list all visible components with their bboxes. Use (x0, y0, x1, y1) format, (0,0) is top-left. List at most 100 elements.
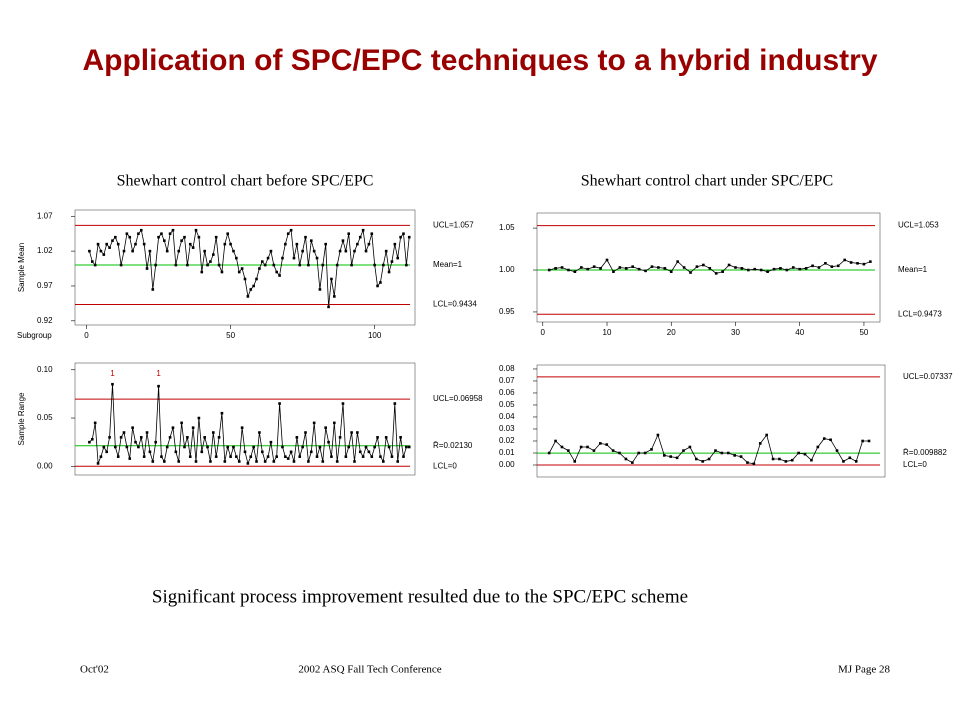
data-point (151, 288, 155, 291)
data-point (358, 235, 362, 239)
data-point (284, 455, 287, 458)
data-point (560, 445, 564, 449)
data-point (122, 249, 126, 253)
data-point (347, 232, 351, 235)
data-point (656, 433, 660, 437)
data-point (260, 260, 264, 263)
data-point (206, 445, 209, 449)
data-point (407, 445, 411, 449)
data-point (347, 445, 351, 449)
data-point (714, 272, 718, 275)
data-point (573, 270, 577, 273)
y-tick-label: 0.95 (499, 307, 515, 316)
data-point (255, 460, 258, 463)
data-point (160, 455, 163, 458)
data-point (240, 267, 244, 270)
data-point (727, 263, 731, 267)
data-point (105, 450, 108, 454)
data-point (364, 445, 368, 449)
data-point (611, 449, 615, 452)
control-limit-label: LCL=0 (433, 461, 457, 470)
data-point (675, 456, 679, 460)
data-point (384, 436, 388, 439)
data-point (330, 277, 333, 281)
data-point (114, 445, 117, 449)
data-point (771, 457, 775, 461)
data-point (197, 416, 201, 420)
data-point (707, 457, 711, 461)
data-point (168, 436, 172, 439)
data-point (327, 305, 330, 309)
footer-right: MJ Page 28 (838, 664, 890, 676)
data-point (246, 462, 250, 465)
data-point (612, 270, 615, 273)
out-of-control-flag: 1 (156, 369, 161, 378)
data-point (318, 445, 322, 449)
data-point (137, 445, 140, 449)
y-tick-label: 1.05 (499, 223, 515, 232)
data-point (790, 458, 794, 462)
data-point (734, 266, 737, 269)
control-limit-label: UCL=0.07337 (903, 372, 953, 381)
control-limit-label: Mean=1 (433, 260, 463, 269)
data-point (382, 460, 385, 463)
data-point (258, 431, 261, 434)
data-point (243, 277, 247, 281)
data-point (232, 445, 235, 449)
data-point (733, 454, 736, 457)
data-point (399, 235, 402, 239)
data-point (356, 431, 359, 434)
data-point (631, 461, 634, 464)
data-point (151, 460, 155, 463)
data-point (765, 433, 768, 437)
data-point (174, 450, 178, 454)
data-point (88, 440, 91, 444)
data-point (119, 436, 123, 439)
data-point (350, 263, 353, 267)
data-point (223, 242, 227, 246)
plot-frame (536, 364, 886, 478)
y-tick-label: 1.02 (37, 246, 53, 255)
data-point (367, 450, 371, 454)
data-point (102, 253, 106, 256)
data-point (650, 265, 654, 268)
data-point (177, 249, 181, 253)
data-point (168, 232, 172, 235)
data-point (695, 265, 699, 268)
control-limit-label: R̄=0.02130 (433, 441, 473, 450)
data-point (102, 445, 106, 449)
data-point (275, 455, 278, 458)
data-point (624, 267, 628, 270)
slide-title: Application of SPC/EPC techniques to a h… (82, 44, 877, 77)
data-point (301, 249, 304, 253)
data-point (180, 239, 183, 242)
data-point (803, 452, 807, 456)
data-point (335, 460, 339, 463)
data-point (315, 455, 319, 458)
data-point (379, 281, 382, 284)
data-point (289, 450, 293, 454)
data-point (99, 249, 103, 253)
data-point (93, 421, 97, 425)
data-point (88, 249, 91, 253)
data-point (131, 426, 134, 429)
data-point (177, 460, 181, 463)
y-tick-label: 0.04 (499, 412, 515, 421)
data-point (586, 267, 590, 271)
data-point (145, 431, 149, 434)
out-of-control-flag: 1 (110, 369, 115, 378)
data-point (284, 242, 287, 246)
data-point (286, 457, 290, 460)
data-point (252, 284, 255, 288)
data-point (174, 263, 178, 267)
control-limit-label: UCL=1.057 (433, 220, 474, 229)
data-point (321, 263, 325, 267)
x-tick-label: 0 (541, 328, 546, 337)
data-point (96, 462, 100, 465)
data-point (554, 439, 557, 443)
data-point (309, 450, 313, 454)
control-limit-label: LCL=0.9473 (898, 309, 942, 318)
y-tick-label: 0.10 (37, 365, 53, 374)
data-point (702, 263, 705, 267)
data-point (330, 455, 333, 458)
